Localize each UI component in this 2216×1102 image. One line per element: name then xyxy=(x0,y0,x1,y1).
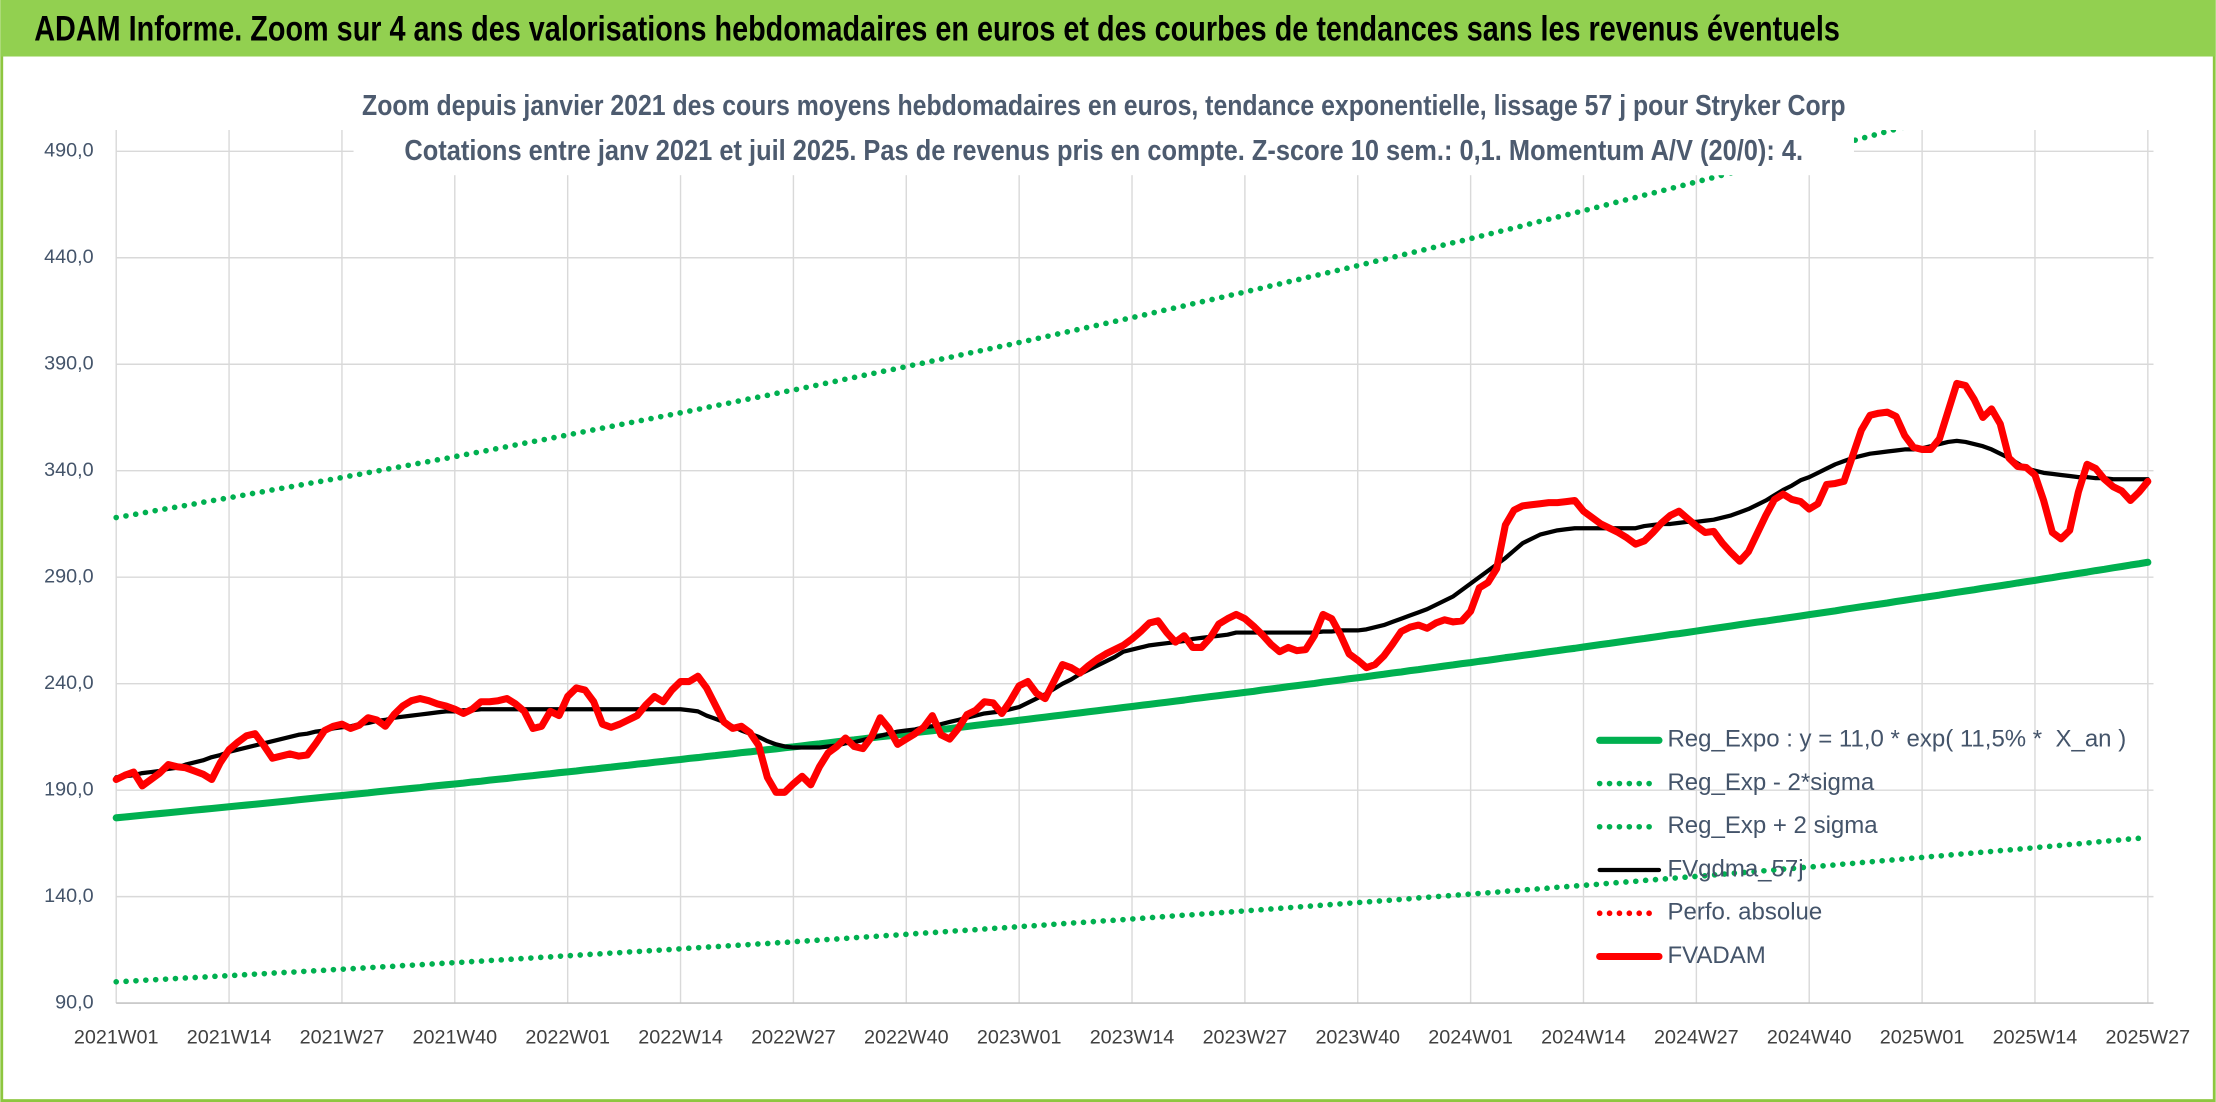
legend-label: Reg_Exp + 2 sigma xyxy=(1667,812,1878,839)
header-band xyxy=(0,0,2216,57)
legend-label: Reg_Exp - 2*sigma xyxy=(1667,769,1874,796)
x-tick-label: 2023W27 xyxy=(1203,1027,1288,1049)
x-tick-label: 2023W40 xyxy=(1315,1027,1400,1049)
y-tick-label: 440,0 xyxy=(44,246,93,268)
legend-label: FVgdma_57j xyxy=(1667,855,1803,882)
x-tick-label: 2025W14 xyxy=(1993,1027,2078,1049)
x-tick-label: 2024W01 xyxy=(1428,1027,1513,1049)
x-tick-label: 2023W01 xyxy=(977,1027,1062,1049)
x-tick-label: 2021W14 xyxy=(187,1027,272,1049)
y-tick-label: 390,0 xyxy=(44,352,93,374)
x-tick-label: 2022W40 xyxy=(864,1027,949,1049)
x-tick-label: 2021W27 xyxy=(300,1027,385,1049)
series-line xyxy=(113,834,2151,985)
y-tick-label: 290,0 xyxy=(44,565,93,587)
grid xyxy=(115,129,2154,1004)
axes: 90,0 140,0 190,0 240,0 290,0 340,0 390,0 440,0 4… xyxy=(44,139,2190,1048)
x-tick-label: 2022W01 xyxy=(525,1027,610,1049)
x-tick-label: 2024W14 xyxy=(1541,1027,1626,1049)
legend-label: Perfo. absolue xyxy=(1667,899,1822,926)
titles: Zoom depuis janvier 2021 des cours moyen… xyxy=(353,84,1854,176)
y-tick-label: 340,0 xyxy=(44,459,93,481)
y-tick-label: 140,0 xyxy=(44,885,93,907)
x-tick-label: 2022W27 xyxy=(751,1027,836,1049)
x-tick-label: 2025W27 xyxy=(2106,1027,2191,1049)
x-tick-label: 2024W27 xyxy=(1654,1027,1739,1049)
legend: Reg_Expo : y = 11,0 * exp( 11,5% * X_an … xyxy=(1596,726,2126,969)
legend-label: FVADAM xyxy=(1667,942,1765,969)
chart-subtitle: Cotations entre janv 2021 et juil 2025. … xyxy=(404,134,1803,166)
y-tick-label: 90,0 xyxy=(55,991,93,1013)
series-line xyxy=(112,379,2152,796)
x-tick-label: 2021W01 xyxy=(74,1027,159,1049)
title-background xyxy=(353,84,1854,176)
series-line xyxy=(112,558,2152,822)
x-tick-label: 2021W40 xyxy=(412,1027,497,1049)
y-tick-label: 490,0 xyxy=(44,139,93,161)
header-title: ADAM Informe. Zoom sur 4 ans des valoris… xyxy=(34,9,1840,48)
chart-title: Zoom depuis janvier 2021 des cours moyen… xyxy=(362,89,1845,121)
legend-label: Reg_Expo : y = 11,0 * exp( 11,5% * X_an … xyxy=(1667,726,2126,753)
x-tick-label: 2025W01 xyxy=(1880,1027,1965,1049)
y-tick-label: 190,0 xyxy=(44,778,93,800)
x-tick-label: 2024W40 xyxy=(1767,1027,1852,1049)
x-tick-label: 2023W14 xyxy=(1090,1027,1175,1049)
y-tick-label: 240,0 xyxy=(44,672,93,694)
x-tick-label: 2022W14 xyxy=(638,1027,723,1049)
